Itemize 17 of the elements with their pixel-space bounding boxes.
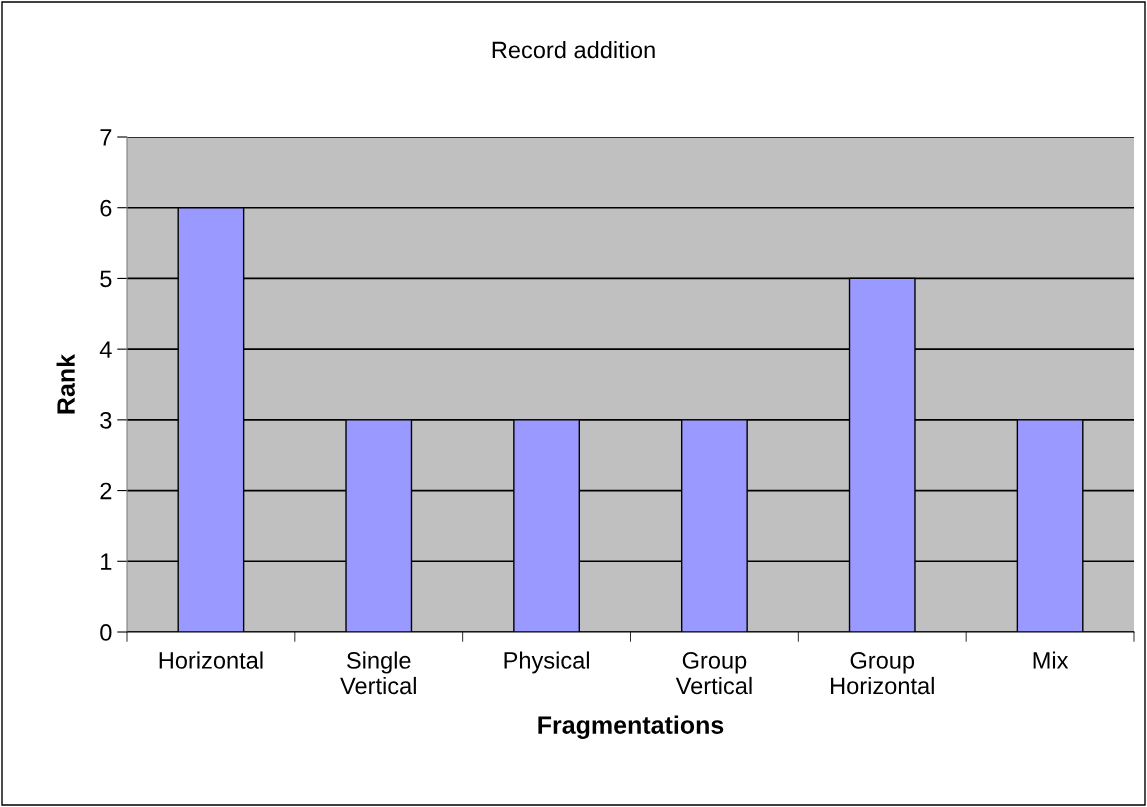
y-tick-label: 3 bbox=[100, 411, 112, 429]
x-tick-label: Group Vertical bbox=[675, 652, 752, 695]
y-tick-label: 5 bbox=[100, 270, 112, 288]
y-tick-label: 2 bbox=[100, 482, 112, 500]
x-tick-label: Group Horizontal bbox=[831, 652, 934, 695]
y-tick-label: 4 bbox=[99, 341, 112, 358]
y-tick-label: 0 bbox=[100, 624, 112, 641]
x-tick-label: Single Vertical bbox=[340, 651, 416, 695]
x-axis-title: Fragmentations bbox=[538, 715, 724, 739]
y-tick-label: 6 bbox=[100, 199, 112, 217]
y-tick-label: 7 bbox=[100, 129, 112, 146]
x-tick-label: Physical bbox=[504, 651, 589, 674]
x-tick-label: Horizontal bbox=[159, 651, 263, 669]
x-tick-label: Mix bbox=[1033, 651, 1069, 669]
chart-title: Record addition bbox=[492, 41, 655, 59]
y-tick-label: 1 bbox=[101, 553, 112, 570]
y-axis-title: Rank bbox=[56, 353, 75, 414]
